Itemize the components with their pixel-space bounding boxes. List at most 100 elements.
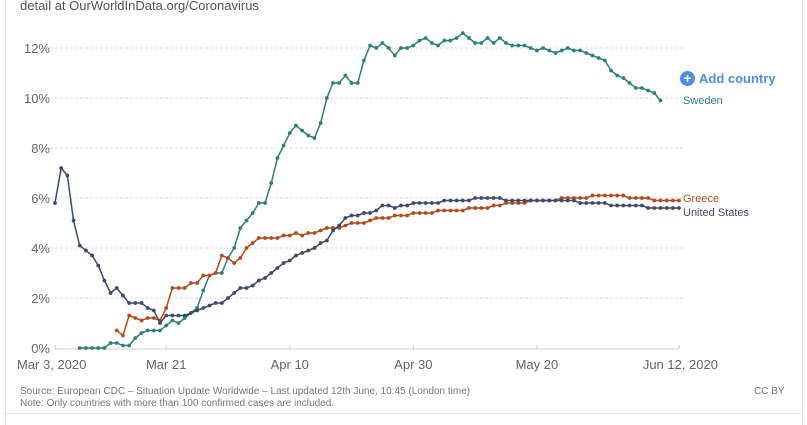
data-point xyxy=(621,203,626,208)
legend-label-sweden[interactable]: Sweden xyxy=(683,95,723,107)
data-point xyxy=(423,211,428,215)
series-line-sweden xyxy=(79,32,662,349)
data-point xyxy=(275,156,280,160)
data-point xyxy=(164,313,169,318)
data-point xyxy=(652,198,657,203)
data-point xyxy=(133,301,138,305)
data-point xyxy=(442,208,447,213)
data-point xyxy=(343,73,348,78)
data-point xyxy=(652,206,657,210)
data-point xyxy=(312,136,317,140)
data-point xyxy=(411,43,416,48)
series-line-united-states xyxy=(54,166,679,325)
data-point xyxy=(578,48,583,53)
series-united-states[interactable] xyxy=(53,166,681,325)
data-point xyxy=(392,206,397,210)
data-point xyxy=(127,313,132,318)
data-point xyxy=(399,213,403,218)
license-link[interactable]: CC BY xyxy=(754,386,785,397)
data-point xyxy=(646,206,651,210)
series-sweden[interactable] xyxy=(77,31,663,350)
data-point xyxy=(195,308,199,313)
add-country-button[interactable]: + Add country xyxy=(680,71,776,86)
data-point xyxy=(454,198,459,203)
data-point xyxy=(281,143,286,148)
data-point xyxy=(584,196,589,200)
data-point xyxy=(121,293,125,298)
data-point xyxy=(578,196,583,200)
data-point xyxy=(362,211,366,215)
data-point xyxy=(96,346,101,350)
plus-circle-icon: + xyxy=(680,71,695,86)
data-point xyxy=(127,343,132,348)
legend-label-united-states[interactable]: United States xyxy=(683,207,750,219)
data-point xyxy=(151,316,156,320)
data-point xyxy=(429,211,434,215)
data-point xyxy=(392,53,397,58)
y-tick-label: 8% xyxy=(31,141,50,156)
data-point xyxy=(287,258,292,263)
data-point xyxy=(244,246,249,250)
data-point xyxy=(460,198,465,203)
data-point xyxy=(448,208,453,213)
data-point xyxy=(331,228,335,233)
data-point xyxy=(485,206,490,210)
legend-label-greece[interactable]: Greece xyxy=(683,193,719,205)
data-point xyxy=(454,208,459,213)
chart-subtitle: detail at OurWorldInData.org/Coronavirus xyxy=(20,0,259,13)
data-point xyxy=(207,303,212,308)
data-point xyxy=(460,208,465,213)
data-point xyxy=(491,203,496,208)
x-axis: Mar 3, 2020 Mar 21 Apr 10 Apr 30 May 20 Jun 1… xyxy=(17,345,718,372)
data-point xyxy=(516,198,521,203)
data-point xyxy=(145,328,150,333)
data-point xyxy=(627,81,632,85)
data-point xyxy=(349,81,354,85)
y-tick-label: 0% xyxy=(31,341,50,356)
data-point xyxy=(596,201,601,205)
data-point xyxy=(411,201,416,205)
data-point xyxy=(232,261,237,265)
data-point xyxy=(670,198,675,203)
data-point xyxy=(300,233,305,238)
data-point xyxy=(454,36,459,40)
data-point xyxy=(182,313,187,318)
series-line-greece xyxy=(116,194,679,337)
data-point xyxy=(522,198,527,203)
data-point xyxy=(337,81,342,85)
data-point xyxy=(436,201,440,205)
data-point xyxy=(633,203,638,208)
data-point xyxy=(392,213,397,218)
y-axis: 0% 2% 4% 6% 8% 10% 12% xyxy=(24,41,50,356)
data-point xyxy=(399,46,403,50)
data-point xyxy=(442,198,447,203)
data-point xyxy=(269,181,274,185)
data-point xyxy=(263,276,267,280)
data-point xyxy=(324,96,329,100)
data-point xyxy=(627,196,632,200)
data-point xyxy=(201,273,206,278)
data-point xyxy=(485,36,490,40)
data-point xyxy=(170,286,175,290)
data-point xyxy=(541,198,545,203)
data-point xyxy=(343,216,348,220)
series-greece[interactable] xyxy=(114,193,681,338)
data-point xyxy=(491,41,496,45)
data-point xyxy=(436,208,440,213)
data-point xyxy=(590,193,595,198)
data-point xyxy=(275,266,280,270)
y-tick-label: 2% xyxy=(31,291,50,306)
data-point xyxy=(294,253,298,258)
data-point xyxy=(114,286,119,290)
data-point xyxy=(127,301,132,305)
data-point xyxy=(547,48,552,53)
data-point xyxy=(417,201,422,205)
data-point xyxy=(77,243,82,248)
data-point xyxy=(306,133,311,138)
x-tick-label: Mar 3, 2020 xyxy=(17,357,86,372)
data-point xyxy=(405,203,410,208)
data-point xyxy=(677,198,681,203)
data-point xyxy=(164,323,169,328)
data-point xyxy=(602,58,607,63)
data-point xyxy=(547,198,552,203)
